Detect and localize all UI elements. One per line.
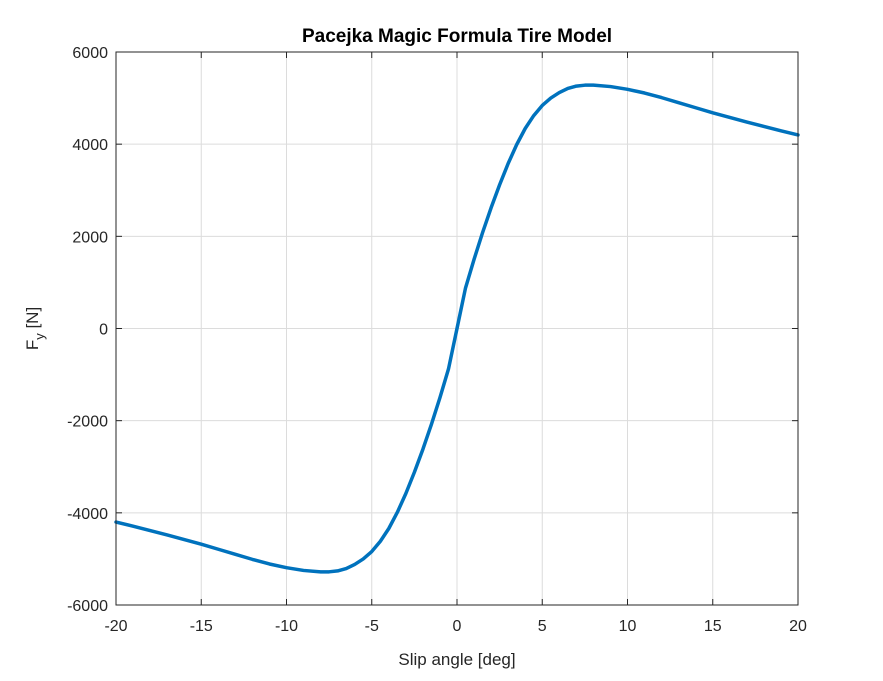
x-tick-label: 20 bbox=[789, 618, 807, 635]
x-tick-label: -15 bbox=[190, 618, 213, 635]
y-tick-label: -4000 bbox=[67, 506, 108, 523]
y-axis-label-subscript: y bbox=[32, 333, 47, 340]
y-axis-label-main: F bbox=[23, 340, 42, 350]
x-axis-label: Slip angle [deg] bbox=[398, 650, 515, 669]
x-tick-label: 10 bbox=[619, 618, 637, 635]
series-line-fy bbox=[114, 83, 800, 574]
y-axis-label: Fy [N] bbox=[23, 307, 47, 350]
y-axis-label-unit: [N] bbox=[23, 307, 42, 333]
y-tick-label: 4000 bbox=[72, 137, 108, 154]
x-tick-label: -10 bbox=[275, 618, 298, 635]
y-tick-label: 2000 bbox=[72, 229, 108, 246]
y-tick-label: -6000 bbox=[67, 598, 108, 615]
y-tick-label: 6000 bbox=[72, 45, 108, 62]
x-tick-label: -5 bbox=[365, 618, 379, 635]
chart-title: Pacejka Magic Formula Tire Model bbox=[302, 26, 612, 47]
axis-ticks: -20 -15 -10 -5 0 5 10 15 20 -6000 -4000 -2000 0 2000 4… bbox=[67, 45, 807, 635]
y-tick-label: 0 bbox=[99, 322, 108, 339]
x-tick-label: -20 bbox=[104, 618, 127, 635]
y-tick-label: -2000 bbox=[67, 414, 108, 431]
x-tick-label: 0 bbox=[453, 618, 462, 635]
x-tick-label: 15 bbox=[704, 618, 722, 635]
x-tick-label: 5 bbox=[538, 618, 547, 635]
